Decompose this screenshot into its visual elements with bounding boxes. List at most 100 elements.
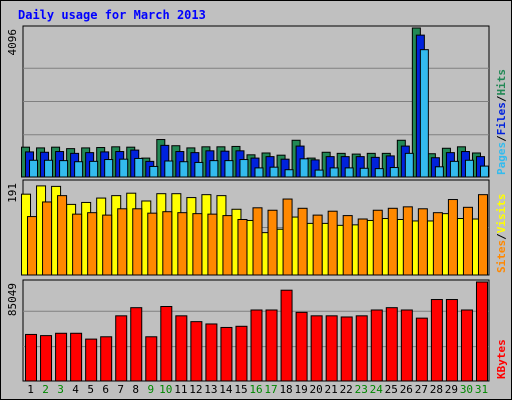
- bar-pages: [329, 167, 339, 178]
- bar-kbytes: [145, 336, 158, 382]
- day-label: 26: [400, 383, 413, 396]
- bar-pages: [194, 161, 204, 178]
- y-axis-max-label: 191: [6, 183, 19, 203]
- day-label: 13: [204, 383, 217, 396]
- legend-item-sites: Sites: [495, 240, 508, 273]
- day-labels: 1 2 3 4 5 6 7 8 9 10 11 12 13 14 15 16 17 18 19 20 21 22 23 24 2…: [27, 383, 488, 396]
- panel-kbytes: 85049 KBytes: [6, 279, 508, 382]
- day-label: 14: [219, 383, 233, 396]
- day-label: 30: [460, 383, 473, 396]
- bar-sites: [147, 212, 158, 276]
- bar-kbytes: [265, 309, 278, 382]
- bar-kbytes: [340, 316, 353, 382]
- bar-kbytes: [115, 315, 128, 382]
- bar-pages: [104, 159, 114, 178]
- bar-pages: [119, 158, 129, 178]
- day-label: 24: [370, 383, 384, 396]
- bar-kbytes: [160, 306, 173, 382]
- bar-kbytes: [100, 336, 113, 382]
- bar-sites: [477, 194, 488, 276]
- day-label: 8: [132, 383, 139, 396]
- bar-kbytes: [475, 281, 488, 382]
- bar-pages: [134, 157, 144, 178]
- bar-pages: [239, 159, 249, 178]
- legend-separator: /: [495, 95, 508, 102]
- bar-sites: [372, 209, 383, 276]
- bar-kbytes: [130, 307, 143, 382]
- bar-sites: [342, 215, 353, 276]
- day-label: 15: [234, 383, 247, 396]
- day-label: 19: [294, 383, 307, 396]
- day-label: 16: [249, 383, 262, 396]
- bar-pages: [344, 167, 354, 178]
- day-label: 17: [264, 383, 277, 396]
- bar-pages: [59, 160, 69, 178]
- bar-pages: [224, 160, 234, 178]
- day-label: 28: [430, 383, 443, 396]
- day-label: 6: [102, 383, 109, 396]
- bar-pages: [149, 165, 159, 178]
- bar-pages: [389, 167, 399, 178]
- bar-sites: [252, 207, 263, 276]
- day-label: 2: [42, 383, 49, 396]
- chart-title: Daily usage for March 2013: [18, 8, 206, 22]
- bar-sites: [42, 201, 53, 276]
- bar-kbytes: [370, 309, 383, 382]
- bar-sites: [267, 209, 278, 276]
- bar-kbytes: [415, 317, 428, 382]
- bar-sites: [192, 213, 203, 276]
- day-label: 25: [385, 383, 398, 396]
- bar-sites: [417, 208, 428, 276]
- day-label: 22: [340, 383, 353, 396]
- legend-item-hits: Hits: [495, 69, 508, 96]
- bar-kbytes: [40, 335, 53, 382]
- day-label: 12: [189, 383, 202, 396]
- day-label: 5: [87, 383, 94, 396]
- legend-item-kbytes: KBytes: [495, 339, 508, 379]
- day-label: 20: [310, 383, 323, 396]
- bar-sites: [297, 207, 308, 276]
- bar-pages: [404, 152, 414, 178]
- bar-pages: [299, 158, 309, 178]
- bar-kbytes: [55, 332, 68, 382]
- bar-pages: [74, 161, 84, 178]
- bar-kbytes: [385, 307, 398, 382]
- bar-sites: [462, 206, 473, 276]
- day-label: 27: [415, 383, 428, 396]
- bar-kbytes: [205, 323, 218, 382]
- bar-pages: [374, 168, 384, 178]
- bar-sites: [162, 211, 173, 276]
- bar-pages: [179, 161, 189, 178]
- bar-sites: [222, 215, 233, 276]
- day-label: 23: [355, 383, 368, 396]
- bar-pages: [464, 159, 474, 178]
- bar-sites: [357, 218, 368, 276]
- bar-sites: [447, 199, 458, 276]
- bar-sites: [87, 212, 98, 276]
- y-axis-max-label: 4096: [6, 29, 19, 56]
- bar-kbytes: [25, 333, 38, 382]
- bar-kbytes: [430, 299, 443, 382]
- bar-sites: [72, 213, 83, 276]
- bar-sites: [387, 207, 398, 276]
- bar-pages: [209, 160, 219, 178]
- y-axis-max-label: 85049: [6, 283, 19, 316]
- legend-separator: /: [495, 135, 508, 142]
- bar-sites: [57, 195, 68, 276]
- bar-pages: [269, 166, 279, 178]
- day-label: 18: [279, 383, 292, 396]
- bar-pages: [164, 160, 174, 178]
- legend-item-visits: Visits: [495, 194, 508, 234]
- bar-sites: [177, 212, 188, 276]
- bar-sites: [237, 218, 248, 276]
- legend-item-pages: Pages: [495, 142, 508, 175]
- day-label: 11: [174, 383, 187, 396]
- bar-kbytes: [235, 325, 248, 382]
- bar-sites: [102, 214, 113, 276]
- bar-pages: [89, 160, 99, 178]
- bar-pages: [449, 160, 459, 178]
- bar-kbytes: [220, 326, 233, 382]
- bar-kbytes: [85, 338, 98, 382]
- bar-pages: [254, 167, 264, 178]
- day-label: 9: [147, 383, 154, 396]
